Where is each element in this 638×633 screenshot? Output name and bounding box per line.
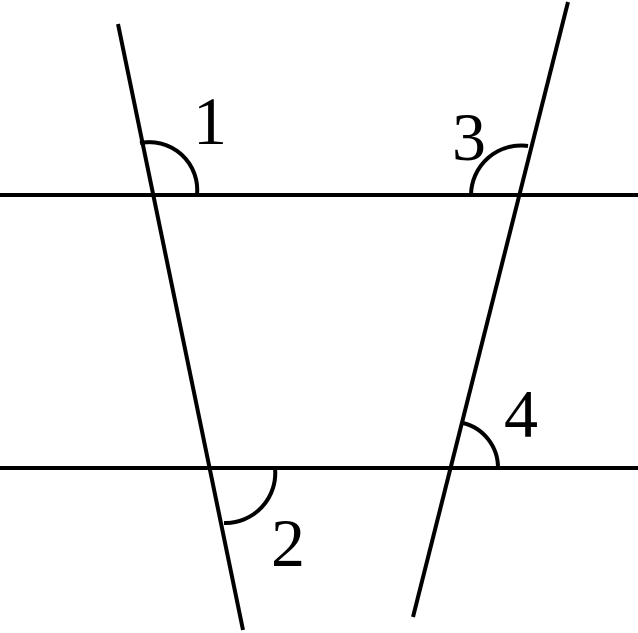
angle-4-arc <box>462 421 501 469</box>
angle-1-arc <box>139 140 200 196</box>
angle-3-arc <box>469 143 529 196</box>
angle-3-label: 3 <box>452 99 486 175</box>
right-transversal <box>411 1 570 618</box>
angle-1-label: 1 <box>193 83 227 159</box>
angle-4-label: 4 <box>504 376 538 452</box>
angle-2-label: 2 <box>271 505 305 581</box>
angle-2-arc <box>223 467 278 526</box>
left-transversal <box>116 23 245 631</box>
